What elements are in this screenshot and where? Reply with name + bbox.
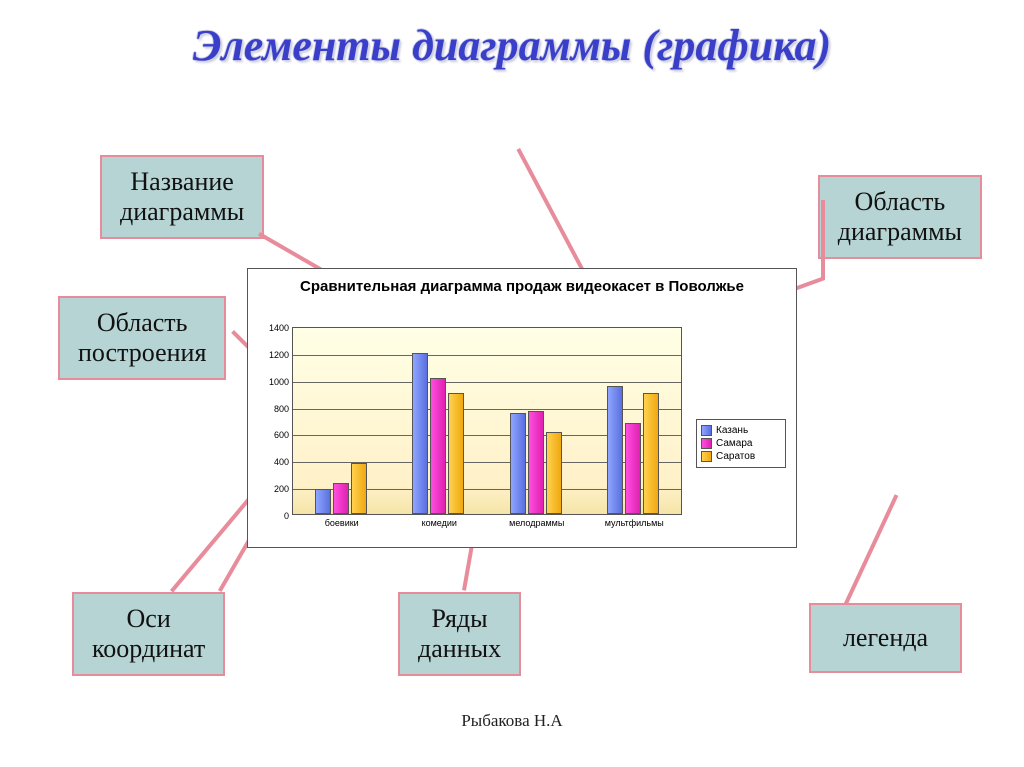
y-tick-label: 400 <box>259 457 289 467</box>
grid-line <box>293 355 681 356</box>
chart-legend: Казань Самара Саратов <box>696 419 786 468</box>
bar <box>607 386 623 514</box>
x-tick-label: мультфильмы <box>586 518 684 528</box>
legend-label: Саратов <box>716 451 755 462</box>
grid-line <box>293 382 681 383</box>
legend-label: Казань <box>716 425 748 436</box>
label-legend: легенда <box>809 603 962 673</box>
y-tick-label: 200 <box>259 484 289 494</box>
label-chart-area: Область диаграммы <box>818 175 982 259</box>
bar <box>351 463 367 514</box>
y-tick-label: 800 <box>259 404 289 414</box>
chart-area: Сравнительная диаграмма продаж видеокасе… <box>247 268 797 548</box>
y-tick-label: 1400 <box>259 323 289 333</box>
legend-item: Саратов <box>701 450 781 463</box>
bar <box>510 413 526 514</box>
legend-swatch <box>701 438 712 449</box>
x-tick-label: комедии <box>391 518 489 528</box>
legend-item: Казань <box>701 424 781 437</box>
connector-line <box>821 200 825 280</box>
x-tick-label: мелодраммы <box>488 518 586 528</box>
bar <box>315 489 331 515</box>
label-axes: Оси координат <box>72 592 225 676</box>
page-title: Элементы диаграммы (графика) <box>62 22 962 70</box>
author-text: Рыбакова Н.А <box>461 711 562 731</box>
legend-label: Самара <box>716 438 752 449</box>
legend-item: Самара <box>701 437 781 450</box>
label-chart-title: Название диаграммы <box>100 155 264 239</box>
plot-area: 0200400600800100012001400боевикикомедиим… <box>292 327 682 515</box>
label-series: Ряды данных <box>398 592 521 676</box>
bar <box>643 393 659 514</box>
y-tick-label: 1000 <box>259 377 289 387</box>
bar <box>333 483 349 514</box>
y-tick-label: 1200 <box>259 350 289 360</box>
bar <box>412 353 428 514</box>
y-tick-label: 600 <box>259 430 289 440</box>
bar <box>625 423 641 514</box>
bar <box>430 378 446 514</box>
bar <box>528 411 544 514</box>
legend-swatch <box>701 451 712 462</box>
label-plot-area: Область построения <box>58 296 226 380</box>
chart-title: Сравнительная диаграмма продаж видеокасе… <box>248 277 796 297</box>
x-tick-label: боевики <box>293 518 391 528</box>
y-tick-label: 0 <box>259 511 289 521</box>
connector-line <box>844 494 898 604</box>
bar <box>546 432 562 514</box>
legend-swatch <box>701 425 712 436</box>
bar <box>448 393 464 514</box>
